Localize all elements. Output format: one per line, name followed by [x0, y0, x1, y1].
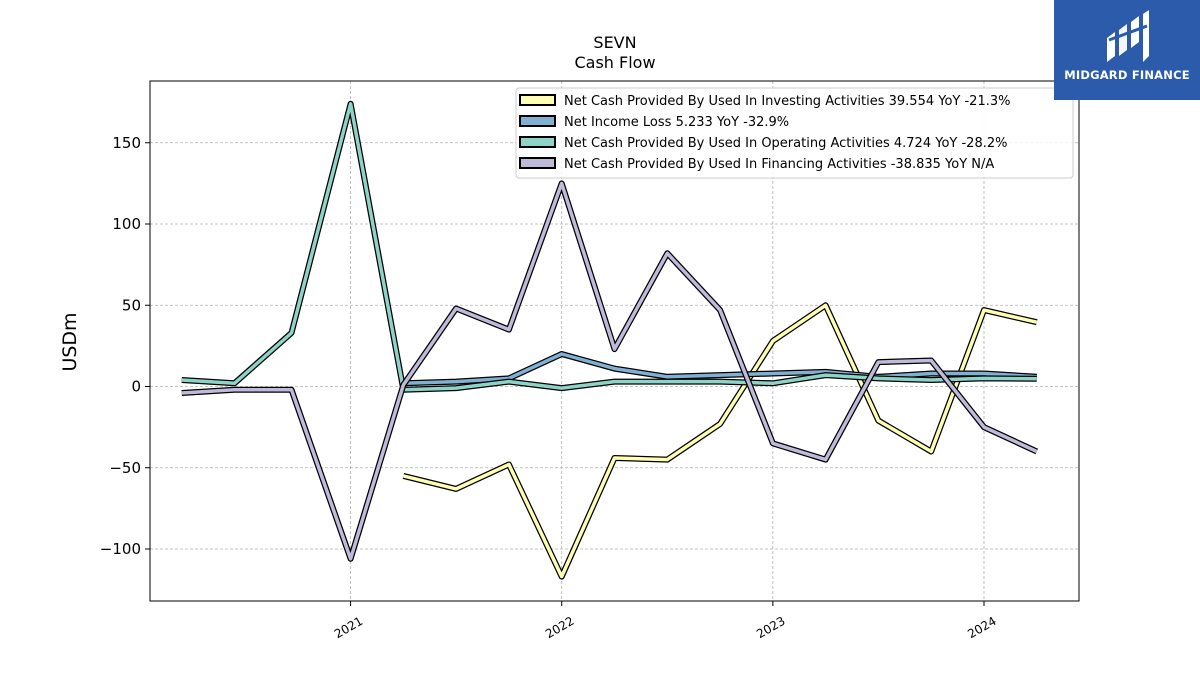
- plot-frame: [149, 80, 1080, 602]
- logo-mark-icon: [1107, 10, 1149, 62]
- x-tick-label: 2021: [332, 614, 365, 641]
- legend-item-0: Net Cash Provided By Used In Investing A…: [519, 94, 1010, 109]
- legend-label: Net Cash Provided By Used In Financing A…: [564, 157, 994, 172]
- y-tick-label: 100: [112, 215, 141, 233]
- legend-item-3: Net Cash Provided By Used In Financing A…: [519, 157, 994, 172]
- x-tick-label: 2024: [965, 614, 998, 641]
- brand-name: MIDGARD FINANCE: [1064, 68, 1190, 82]
- legend-box: [515, 87, 1074, 179]
- legend-label: Net Income Loss 5.233 YoY -32.9%: [564, 115, 789, 130]
- series-stroke: [402, 303, 1038, 579]
- legend-item-2: Net Cash Provided By Used In Operating A…: [519, 136, 1007, 151]
- series-layer: [181, 100, 1039, 580]
- series-stroke: [181, 102, 1037, 392]
- series-outline: [181, 180, 1039, 562]
- midgard-finance-logo: MIDGARD FINANCE: [1054, 0, 1200, 100]
- chart-subtitle: Cash Flow: [574, 53, 655, 72]
- legend-swatch: [519, 157, 556, 169]
- legend-item-1: Net Income Loss 5.233 YoY -32.9%: [519, 115, 789, 130]
- legend-swatch: [519, 136, 556, 148]
- series-stroke: [403, 352, 1037, 386]
- series-line-1: [403, 351, 1037, 387]
- legend-label: Net Cash Provided By Used In Operating A…: [564, 136, 1007, 151]
- y-tick-label: −100: [100, 540, 141, 558]
- x-tick-label: 2023: [754, 614, 787, 641]
- legend: Net Cash Provided By Used In Investing A…: [515, 87, 1074, 179]
- y-axis-label: USDm: [59, 312, 81, 371]
- series-outline: [402, 302, 1038, 580]
- legend-swatch: [519, 115, 556, 127]
- y-tick-label: 0: [131, 378, 141, 396]
- y-tick-label: 50: [122, 296, 141, 314]
- x-tick-label: 2022: [543, 614, 576, 641]
- legend-label: Net Cash Provided By Used In Investing A…: [564, 94, 1010, 109]
- series-stroke: [181, 181, 1038, 561]
- chart-title: SEVN: [593, 33, 636, 52]
- series-line-3: [181, 180, 1039, 562]
- series-line-2: [181, 100, 1037, 393]
- series-line-0: [402, 302, 1038, 580]
- y-tick-label: 150: [112, 134, 141, 152]
- legend-swatch: [519, 94, 556, 106]
- y-tick-label: −50: [109, 459, 141, 477]
